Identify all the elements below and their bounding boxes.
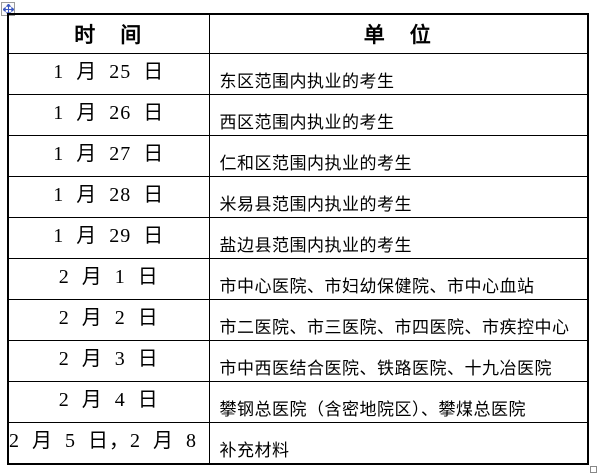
table-row: 2 月 4 日 攀钢总医院（含密地院区）、攀煤总医院 (7, 381, 589, 423)
table-row: 2 月 1 日 市中心医院、市妇幼保健院、市中心血站 (7, 258, 589, 300)
table-row: 1 月 26 日 西区范围内执业的考生 (7, 94, 589, 136)
time-text: 2 月 5 日，2 月 8 日 (9, 429, 209, 452)
unit-cell[interactable]: 市中心医院、市妇幼保健院、市中心血站 (208, 258, 589, 300)
time-text: 1 月 27 日 (53, 142, 165, 165)
time-cell[interactable]: 1 月 27 日 (7, 135, 210, 177)
time-cell[interactable]: 1 月 25 日 (7, 53, 210, 95)
time-cell[interactable]: 2 月 4 日 (7, 381, 210, 423)
time-cell[interactable]: 1 月 28 日 (7, 176, 210, 218)
unit-text: 攀钢总医院（含密地院区）、攀煤总医院 (219, 399, 526, 419)
unit-text: 市中心医院、市妇幼保健院、市中心血站 (219, 276, 535, 296)
table-row: 2 月 3 日 市中西医结合医院、铁路医院、十九冶医院 (7, 340, 589, 382)
time-cell[interactable]: 1 月 26 日 (7, 94, 210, 136)
unit-text: 东区范围内执业的考生 (219, 71, 395, 91)
time-cell[interactable]: 2 月 5 日，2 月 8 日 (7, 422, 210, 465)
unit-cell[interactable]: 西区范围内执业的考生 (208, 94, 589, 136)
time-text: 1 月 25 日 (53, 60, 165, 83)
schedule-table: 时 间 单 位 1 月 25 日 东区范围内执业的考生 1 月 26 日 西区范… (7, 13, 589, 465)
table-move-handle[interactable] (1, 2, 15, 16)
table-row: 1 月 28 日 米易县范围内执业的考生 (7, 176, 589, 218)
unit-text: 市二医院、市三医院、市四医院、市疾控中心 (219, 317, 570, 337)
unit-cell[interactable]: 市二医院、市三医院、市四医院、市疾控中心 (208, 299, 589, 341)
header-cell-time[interactable]: 时 间 (7, 13, 210, 54)
unit-text: 米易县范围内执业的考生 (219, 194, 412, 214)
table-move-icon (2, 3, 14, 15)
time-cell[interactable]: 2 月 1 日 (7, 258, 210, 300)
header-cell-unit[interactable]: 单 位 (208, 13, 589, 54)
time-text: 1 月 29 日 (53, 224, 165, 247)
unit-text: 盐边县范围内执业的考生 (219, 235, 412, 255)
time-cell[interactable]: 2 月 3 日 (7, 340, 210, 382)
unit-cell[interactable]: 东区范围内执业的考生 (208, 53, 589, 95)
time-text: 1 月 28 日 (53, 183, 165, 206)
table-row: 1 月 25 日 东区范围内执业的考生 (7, 53, 589, 95)
unit-cell[interactable]: 米易县范围内执业的考生 (208, 176, 589, 218)
unit-text: 补充材料 (219, 440, 290, 460)
time-text: 2 月 3 日 (58, 347, 159, 370)
time-text: 2 月 2 日 (58, 306, 159, 329)
unit-cell[interactable]: 攀钢总医院（含密地院区）、攀煤总医院 (208, 381, 589, 423)
unit-cell[interactable]: 盐边县范围内执业的考生 (208, 217, 589, 259)
unit-cell[interactable]: 市中西医结合医院、铁路医院、十九冶医院 (208, 340, 589, 382)
time-cell[interactable]: 1 月 29 日 (7, 217, 210, 259)
header-time-label: 时 间 (74, 23, 144, 47)
table-row: 2 月 5 日，2 月 8 日 补充材料 (7, 422, 589, 465)
unit-cell[interactable]: 仁和区范围内执业的考生 (208, 135, 589, 177)
header-unit-label: 单 位 (363, 23, 433, 47)
time-text: 2 月 1 日 (58, 265, 159, 288)
time-text: 2 月 4 日 (58, 388, 159, 411)
table-row: 2 月 2 日 市二医院、市三医院、市四医院、市疾控中心 (7, 299, 589, 341)
unit-cell[interactable]: 补充材料 (208, 422, 589, 465)
table-header-row: 时 间 单 位 (7, 13, 589, 54)
time-text: 1 月 26 日 (53, 101, 165, 124)
unit-text: 仁和区范围内执业的考生 (219, 153, 412, 173)
time-cell[interactable]: 2 月 2 日 (7, 299, 210, 341)
unit-text: 西区范围内执业的考生 (219, 112, 395, 132)
table-row: 1 月 27 日 仁和区范围内执业的考生 (7, 135, 589, 177)
unit-text: 市中西医结合医院、铁路医院、十九冶医院 (219, 358, 552, 378)
table-resize-handle[interactable] (590, 466, 597, 473)
table-row: 1 月 29 日 盐边县范围内执业的考生 (7, 217, 589, 259)
